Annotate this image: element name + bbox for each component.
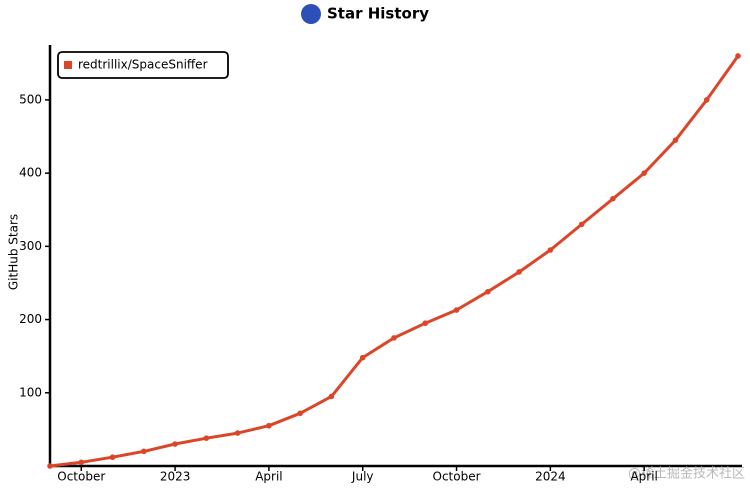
y-axis-label: GitHub Stars bbox=[7, 214, 21, 290]
data-point bbox=[610, 195, 616, 202]
data-point bbox=[172, 441, 178, 447]
legend-box bbox=[57, 51, 229, 79]
x-tick-label: October bbox=[433, 470, 481, 484]
data-point bbox=[547, 247, 554, 253]
data-point bbox=[453, 307, 460, 313]
data-point bbox=[703, 97, 710, 103]
chart-title: Star History bbox=[327, 5, 429, 23]
data-point bbox=[78, 459, 85, 466]
y-tick-label: 100 bbox=[19, 385, 42, 399]
x-tick-label: 2023 bbox=[160, 470, 191, 484]
y-tick-label: 400 bbox=[19, 166, 42, 180]
x-tick-label: April bbox=[255, 470, 282, 484]
data-point bbox=[672, 137, 679, 143]
data-point bbox=[516, 269, 522, 275]
y-tick-label: 300 bbox=[19, 239, 42, 253]
watermark: @稀土掘金技术社区 bbox=[628, 466, 745, 482]
x-tick-label: April bbox=[630, 470, 657, 484]
legend-swatch bbox=[64, 61, 72, 69]
data-point bbox=[47, 463, 53, 469]
data-point bbox=[359, 354, 366, 361]
y-tick-label: 200 bbox=[19, 312, 42, 326]
data-point bbox=[328, 393, 335, 400]
data-point bbox=[141, 448, 147, 455]
data-point bbox=[422, 320, 429, 327]
logo bbox=[301, 4, 321, 24]
x-tick-label: July bbox=[351, 470, 374, 484]
data-point bbox=[641, 170, 647, 176]
data-point bbox=[203, 435, 210, 441]
data-point bbox=[485, 288, 491, 295]
x-tick-label: 2024 bbox=[535, 470, 566, 484]
data-point bbox=[735, 53, 741, 59]
data-point bbox=[391, 335, 397, 341]
data-point bbox=[578, 221, 585, 228]
y-tick-label: 500 bbox=[19, 92, 42, 106]
x-tick-label: October bbox=[57, 470, 105, 484]
data-point bbox=[234, 430, 241, 436]
series-line bbox=[48, 54, 740, 468]
data-point bbox=[297, 410, 303, 417]
legend-label: redtrillix/SpaceSniffer bbox=[78, 58, 208, 72]
data-point bbox=[266, 422, 272, 429]
data-point bbox=[109, 454, 116, 461]
